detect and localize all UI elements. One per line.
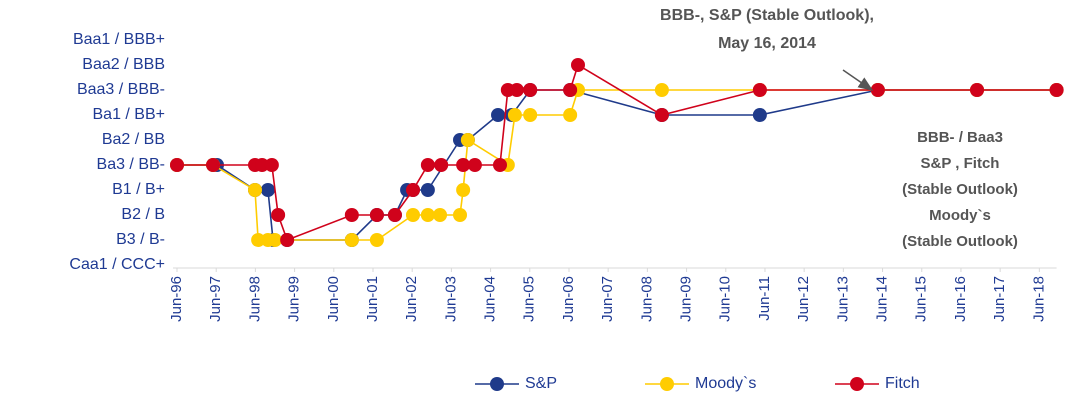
point: [453, 208, 468, 222]
series-line: [177, 63, 1057, 242]
point: [387, 208, 402, 222]
legend-label: S&P: [525, 375, 557, 392]
x-tick-label: Jun-01: [364, 276, 381, 322]
legend-marker: [490, 377, 504, 391]
x-tick-label: Jun-18: [1030, 276, 1047, 322]
x-tick-label: Jun-09: [678, 276, 695, 322]
note: BBB- / Baa3 S&P , Fitch (Stable Outlook)…: [902, 129, 1018, 250]
point: [206, 158, 221, 172]
point: [420, 208, 435, 222]
y-tick-label: B2 / B: [121, 206, 165, 223]
y-tick-label: Baa3 / BBB-: [77, 81, 165, 98]
note-text: BBB- / Baa3: [917, 129, 1003, 146]
x-tick-label: Jun-12: [795, 276, 812, 322]
x-tick-label: Jun-04: [482, 276, 499, 322]
point: [523, 108, 538, 122]
y-tick-label: Ba3 / BB-: [97, 156, 165, 173]
y-tick-label: B1 / B+: [112, 181, 165, 198]
note-text: S&P , Fitch: [921, 155, 1000, 172]
point: [434, 158, 449, 172]
x-tick-label: Jun-10: [717, 276, 734, 322]
x-tick-label: Jun-98: [246, 276, 263, 322]
point: [563, 108, 578, 122]
x-tick-label: Jun-97: [207, 276, 224, 322]
point: [752, 108, 767, 122]
point: [405, 183, 420, 197]
point: [460, 133, 475, 147]
point: [456, 183, 471, 197]
point: [870, 83, 885, 97]
point: [570, 58, 585, 72]
point: [507, 108, 522, 122]
x-tick-label: Jun-96: [168, 276, 185, 322]
x-tick-label: Jun-14: [874, 276, 891, 322]
point: [1049, 83, 1064, 97]
series: [170, 83, 1064, 247]
point: [251, 233, 266, 247]
point: [509, 83, 524, 97]
point: [344, 208, 359, 222]
note-text: (Stable Outlook): [902, 233, 1018, 250]
y-tick-label: Ba2 / BB: [102, 131, 165, 148]
annotation-text: BBB-, S&P (Stable Outlook),: [660, 7, 874, 24]
legend-label: Moody`s: [695, 375, 756, 392]
point: [491, 108, 506, 122]
annotation-text: May 16, 2014: [718, 35, 816, 52]
x-tick-label: Jun-11: [756, 276, 773, 321]
x-tick-label: Jun-06: [560, 276, 577, 322]
y-tick-label: Baa1 / BBB+: [73, 31, 165, 48]
point: [467, 158, 482, 172]
point: [654, 108, 669, 122]
x-tick-label: Jun-16: [952, 276, 969, 322]
point: [369, 233, 384, 247]
x-tick-label: Jun-03: [442, 276, 459, 322]
x-tick-label: Jun-00: [325, 276, 342, 322]
x-tick-label: Jun-05: [521, 276, 538, 322]
point: [271, 208, 286, 222]
point: [654, 83, 669, 97]
point: [255, 158, 270, 172]
point: [405, 208, 420, 222]
note-text: Moody`s: [929, 207, 991, 224]
x-tick-label: Jun-13: [834, 276, 851, 322]
x-tick-label: Jun-02: [403, 276, 420, 322]
x-tick-label: Jun-17: [991, 276, 1008, 322]
annotation-arrow: [842, 69, 874, 91]
legend-marker: [660, 377, 674, 391]
point: [523, 83, 538, 97]
series: [170, 58, 1064, 247]
point: [369, 208, 384, 222]
point: [264, 158, 279, 172]
y-tick-label: B3 / B-: [116, 231, 165, 248]
point: [420, 183, 435, 197]
point: [752, 83, 767, 97]
x-tick-label: Jun-07: [599, 276, 616, 322]
point: [563, 83, 578, 97]
x-tick-label: Jun-08: [638, 276, 655, 322]
point: [344, 233, 359, 247]
x-tick-label: Jun-99: [286, 276, 303, 322]
point: [492, 158, 507, 172]
point: [433, 208, 448, 222]
legend-marker: [850, 377, 864, 391]
point: [267, 233, 282, 247]
point: [456, 158, 471, 172]
y-tick-label: Baa2 / BBB: [82, 56, 165, 73]
point: [420, 158, 435, 172]
point: [280, 233, 295, 247]
y-tick-label: Caa1 / CCC+: [69, 256, 165, 273]
point: [260, 183, 275, 197]
point: [970, 83, 985, 97]
annotation: BBB-, S&P (Stable Outlook), May 16, 2014: [660, 7, 874, 91]
y-tick-label: Ba1 / BB+: [93, 106, 166, 123]
x-tick-label: Jun-15: [913, 276, 930, 322]
legend-label: Fitch: [885, 375, 920, 392]
point: [248, 183, 263, 197]
point: [170, 158, 184, 172]
note-text: (Stable Outlook): [902, 181, 1018, 198]
